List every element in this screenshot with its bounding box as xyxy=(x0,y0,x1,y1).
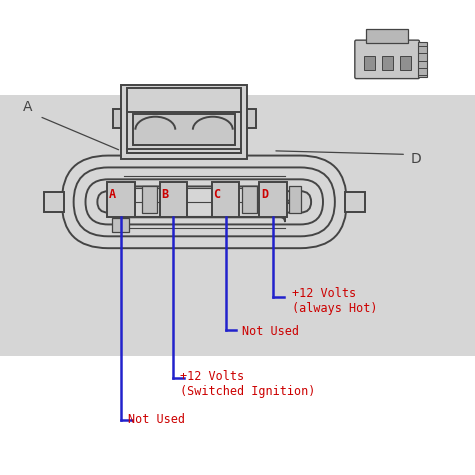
Bar xyxy=(345,192,365,212)
Bar xyxy=(364,56,375,70)
Bar xyxy=(133,114,235,145)
Bar xyxy=(400,56,411,70)
FancyBboxPatch shape xyxy=(109,196,299,208)
Bar xyxy=(418,42,427,77)
Bar xyxy=(212,182,239,218)
Text: D: D xyxy=(410,152,421,166)
Bar xyxy=(0,95,475,356)
Text: D: D xyxy=(261,188,268,201)
Bar xyxy=(121,86,247,159)
FancyBboxPatch shape xyxy=(124,182,285,222)
Bar xyxy=(44,192,64,212)
Bar xyxy=(366,29,408,43)
FancyBboxPatch shape xyxy=(62,156,347,248)
FancyBboxPatch shape xyxy=(86,180,323,225)
Bar xyxy=(127,88,241,153)
Text: +12 Volts
(Switched Ignition): +12 Volts (Switched Ignition) xyxy=(180,370,316,399)
Bar xyxy=(142,186,157,213)
Bar xyxy=(107,182,135,218)
FancyBboxPatch shape xyxy=(355,40,419,79)
Bar xyxy=(382,56,393,70)
Bar xyxy=(259,182,287,218)
Text: +12 Volts
(always Hot): +12 Volts (always Hot) xyxy=(292,287,378,315)
Text: A: A xyxy=(109,188,116,201)
Text: A: A xyxy=(23,100,32,114)
Bar xyxy=(289,186,301,213)
Text: C: C xyxy=(213,188,220,201)
Bar xyxy=(113,109,121,128)
Bar xyxy=(247,109,256,128)
FancyBboxPatch shape xyxy=(97,191,311,213)
Text: Not Used: Not Used xyxy=(242,325,299,338)
FancyBboxPatch shape xyxy=(74,168,335,237)
Bar xyxy=(160,182,187,218)
Text: B: B xyxy=(161,188,168,201)
Bar xyxy=(242,186,257,213)
Bar xyxy=(112,218,129,232)
Text: Not Used: Not Used xyxy=(128,413,185,426)
